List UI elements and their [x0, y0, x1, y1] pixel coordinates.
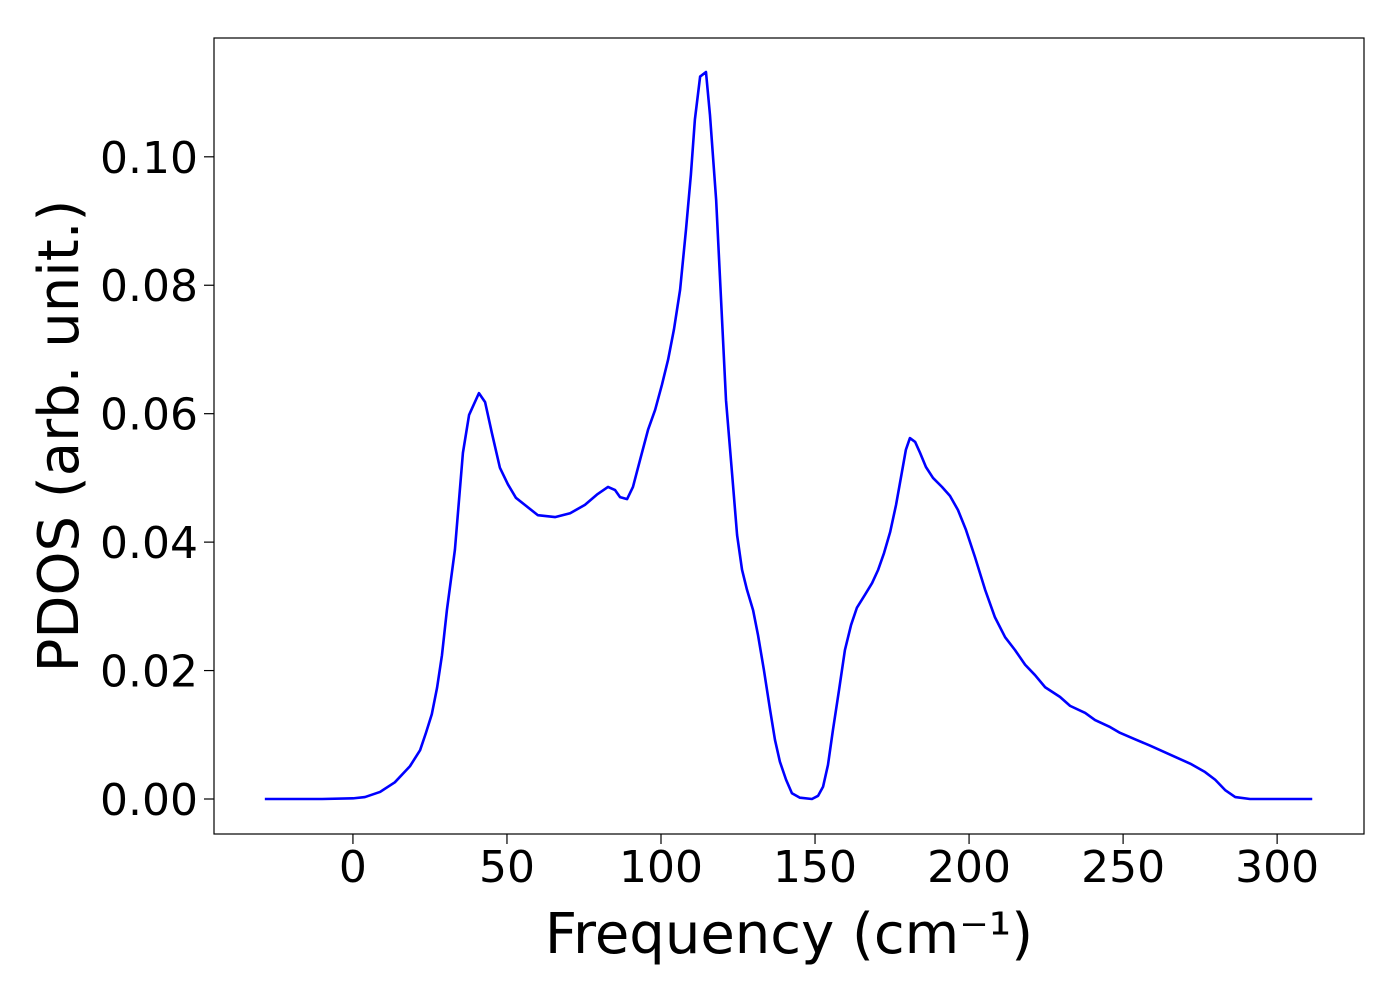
x-tick-label: 0	[339, 842, 367, 893]
x-tick-label: 150	[773, 842, 857, 893]
x-tick-label: 250	[1081, 842, 1165, 893]
line-series	[264, 70, 1313, 801]
x-tick-label: 100	[619, 842, 703, 893]
x-axis-label: Frequency (cm⁻¹)	[545, 902, 1033, 967]
x-tick-label: 50	[479, 842, 535, 893]
plot-frame	[213, 37, 1365, 835]
y-tick-label: 0.02	[100, 647, 198, 698]
x-tick-label: 200	[927, 842, 1011, 893]
x-tick-label: 300	[1235, 842, 1319, 893]
y-tick-label: 0.04	[100, 518, 198, 569]
y-axis-label: PDOS (arb. unit.)	[27, 200, 92, 673]
y-tick-label: 0.10	[100, 133, 198, 184]
y-tick-label: 0.06	[100, 390, 198, 441]
y-tick-label: 0.00	[100, 775, 198, 826]
y-tick-label: 0.08	[100, 261, 198, 312]
